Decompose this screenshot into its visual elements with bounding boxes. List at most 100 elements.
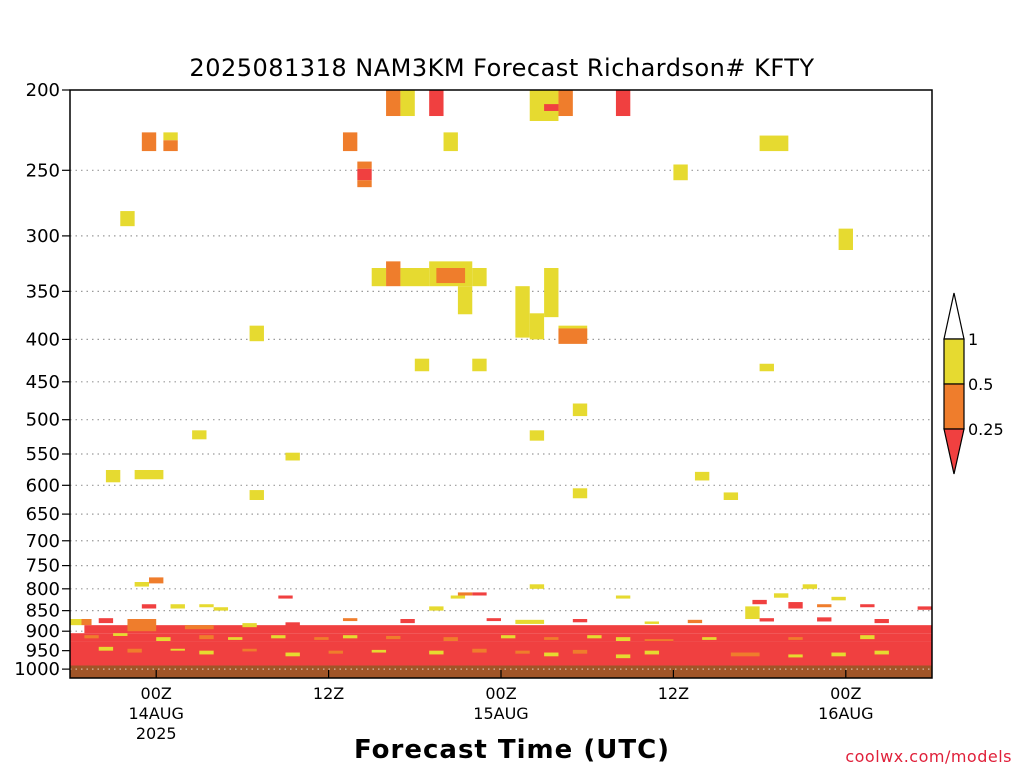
ri-cell xyxy=(788,654,803,658)
ri-cell xyxy=(81,619,92,626)
ri-cell xyxy=(831,652,846,657)
y-tick-label: 650 xyxy=(26,504,60,525)
ri-cell xyxy=(192,430,207,440)
ri-cell xyxy=(615,90,631,117)
colorbar-orange xyxy=(943,383,965,430)
ri-cell xyxy=(134,469,164,480)
ri-cell xyxy=(773,593,789,598)
ri-cell xyxy=(285,652,300,657)
ri-cell xyxy=(802,584,818,589)
ri-cell xyxy=(817,617,832,622)
x-tick-date: 15AUG xyxy=(473,704,528,723)
colorbar-label: 0.5 xyxy=(968,375,993,394)
ri-cell xyxy=(587,635,602,639)
ri-cell xyxy=(723,492,739,500)
ri-cell xyxy=(874,619,889,624)
y-tick-label: 300 xyxy=(26,226,60,247)
ri-cell xyxy=(228,637,243,640)
ri-cell xyxy=(242,623,257,628)
ri-cell xyxy=(429,650,444,655)
ri-cell xyxy=(572,488,588,499)
ri-cell xyxy=(170,604,185,609)
ri-cell xyxy=(457,592,473,596)
ri-cell xyxy=(529,584,545,589)
ri-cell xyxy=(529,313,545,340)
ri-cell xyxy=(644,621,660,624)
colorbar-top-arrow xyxy=(943,292,965,340)
ri-cell xyxy=(558,90,573,117)
ri-cell xyxy=(615,595,631,599)
ri-cell xyxy=(84,635,99,639)
ri-cell xyxy=(278,595,293,599)
y-tick-label: 350 xyxy=(26,281,60,302)
x-tick-date: 16AUG xyxy=(818,704,873,723)
x-tick-label: 12Z xyxy=(658,684,689,703)
ri-cell xyxy=(572,649,588,654)
y-tick-label: 550 xyxy=(26,444,60,465)
ri-cell xyxy=(163,132,178,141)
ri-cell xyxy=(501,635,516,639)
colorbar-label: 0.25 xyxy=(968,420,1004,439)
ri-cell xyxy=(472,648,487,653)
colorbar-bottom-arrow xyxy=(943,428,965,475)
ri-cell xyxy=(860,604,875,608)
ri-cell xyxy=(644,650,660,655)
ri-cell xyxy=(544,652,559,657)
ri-cell xyxy=(271,635,286,639)
ri-cell xyxy=(544,104,559,111)
ri-cell xyxy=(615,654,631,659)
colorbar-yellow xyxy=(943,338,965,385)
y-tick-label: 450 xyxy=(26,372,60,393)
ri-cell xyxy=(84,625,932,634)
ri-cell xyxy=(98,646,114,651)
ri-cell xyxy=(357,180,372,188)
ri-cell xyxy=(558,328,588,344)
y-tick-label: 950 xyxy=(26,641,60,662)
ri-cell xyxy=(472,592,487,596)
ri-cell xyxy=(515,619,545,624)
y-tick-label: 600 xyxy=(26,475,60,496)
ri-cell xyxy=(414,358,430,372)
ri-cell xyxy=(357,168,372,181)
ri-cell xyxy=(429,90,444,117)
ri-cell xyxy=(450,595,466,599)
y-tick-label: 750 xyxy=(26,556,60,577)
ri-cell xyxy=(515,650,530,654)
ri-cell xyxy=(249,325,264,342)
ri-cell xyxy=(400,268,430,287)
ri-cell xyxy=(285,452,300,461)
ri-cell xyxy=(788,637,803,640)
ri-cell xyxy=(199,635,214,640)
y-tick-label: 700 xyxy=(26,531,60,552)
ri-cell xyxy=(730,652,760,657)
x-tick-label: 00Z xyxy=(830,684,861,703)
ri-cell xyxy=(199,604,214,608)
ri-cell xyxy=(98,618,114,624)
ri-cell xyxy=(745,606,760,620)
ri-cell xyxy=(342,618,358,622)
ri-cell xyxy=(443,132,458,152)
y-tick-label: 1000 xyxy=(14,659,60,680)
ri-cell xyxy=(342,132,358,152)
x-axis-label: Forecast Time (UTC) xyxy=(354,735,670,765)
ri-cell xyxy=(113,633,128,636)
ri-cell xyxy=(436,268,466,284)
x-tick-year: 2025 xyxy=(136,724,177,743)
ri-cell xyxy=(694,471,710,481)
ri-cell xyxy=(443,637,458,642)
ri-cell xyxy=(386,90,401,117)
data-cells xyxy=(70,90,932,666)
ri-cell xyxy=(831,596,846,601)
y-tick-label: 850 xyxy=(26,601,60,622)
ri-cell xyxy=(400,619,415,624)
ri-cell xyxy=(673,164,688,181)
ri-cell xyxy=(759,618,774,622)
y-tick-label: 500 xyxy=(26,410,60,431)
ri-cell xyxy=(515,286,530,338)
ri-cell xyxy=(457,286,473,315)
ri-cell xyxy=(860,635,875,640)
ri-cell xyxy=(917,606,932,610)
y-tick-label: 250 xyxy=(26,160,60,181)
ri-cell xyxy=(544,637,559,640)
